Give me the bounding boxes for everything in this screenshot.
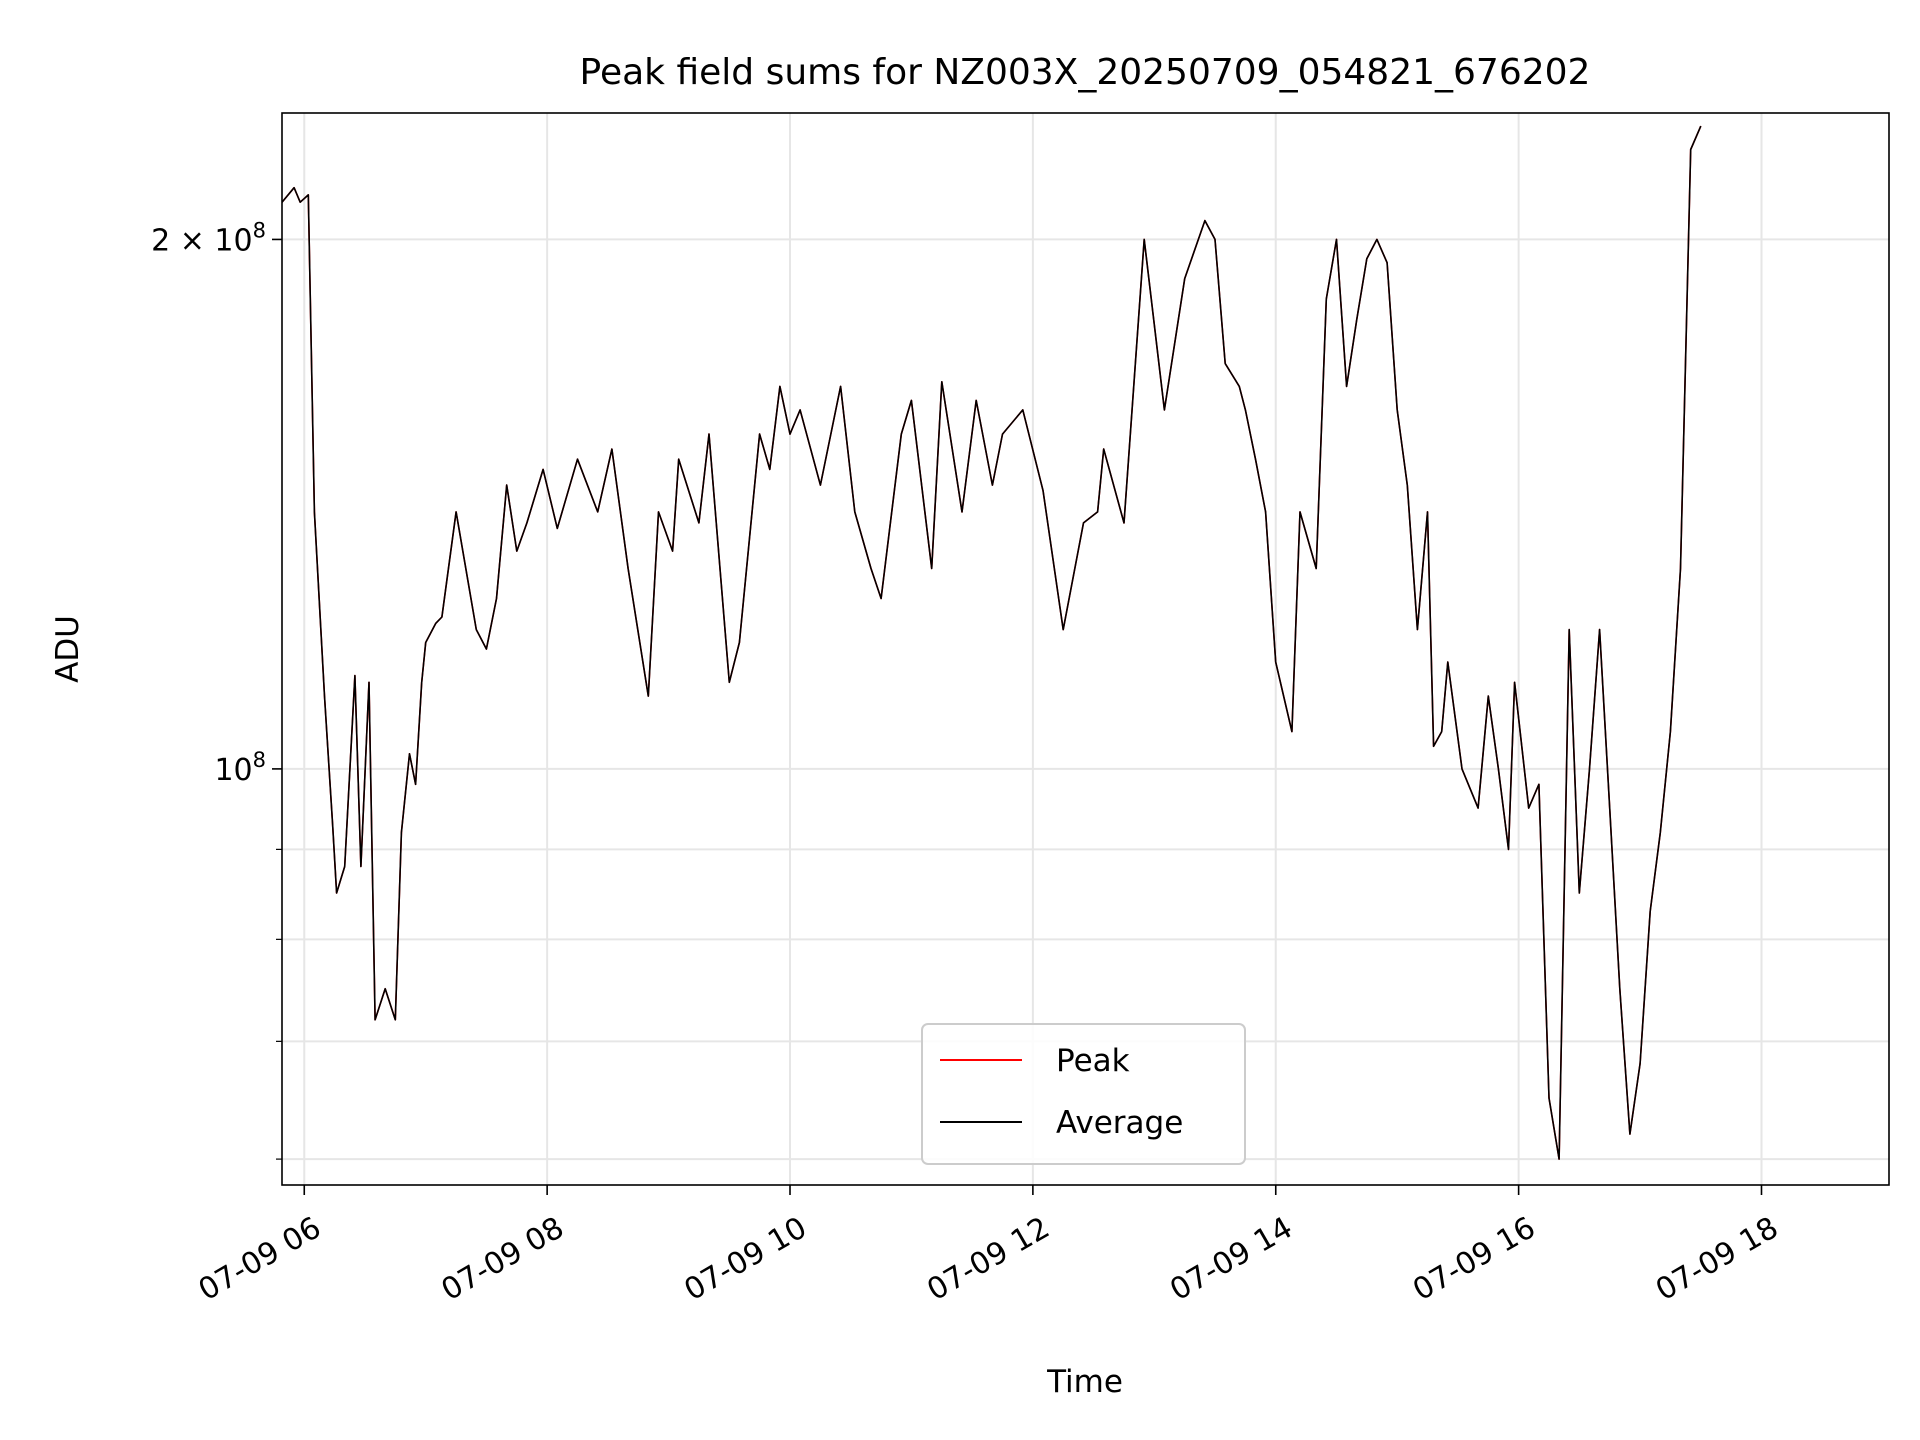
legend-average-label: Average [1056, 1105, 1183, 1141]
chart-title: Peak field sums for NZ003X_20250709_0548… [580, 52, 1591, 93]
y-tick-label: 2 × 108 [151, 218, 266, 258]
legend: Peak Average [921, 1023, 1246, 1165]
y-tick-label: 108 [214, 748, 266, 788]
x-axis-label: Time [1046, 1364, 1123, 1400]
axes-frame [281, 112, 1890, 1186]
y-axis-label: ADU [50, 615, 86, 683]
legend-peak-label: Peak [1056, 1043, 1130, 1079]
y-axis-ticks: 108 2 × 108 [151, 218, 282, 1160]
series-line-average [282, 125, 1702, 1160]
plot-area [282, 125, 1702, 1160]
